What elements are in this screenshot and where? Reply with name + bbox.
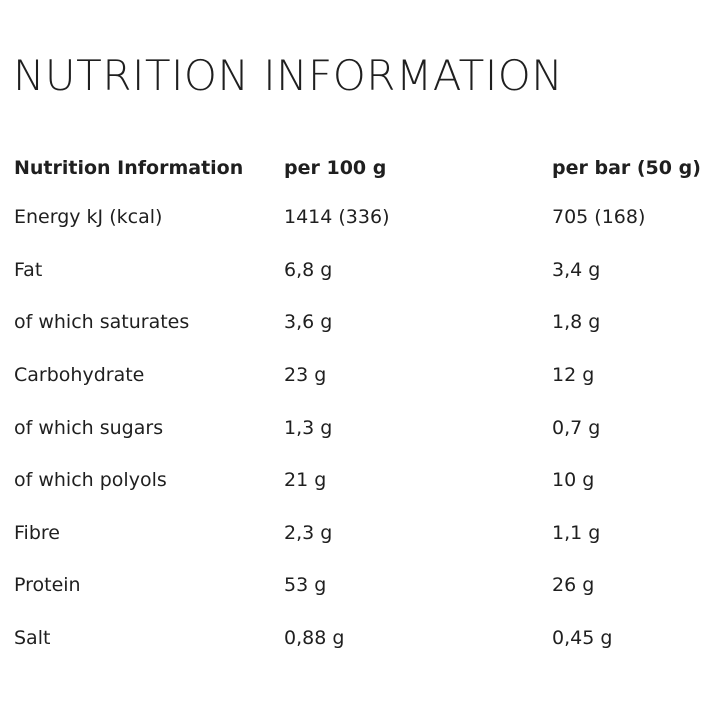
value-per-100g: 53 g: [284, 574, 327, 597]
value-per-100g: 1414 (336): [284, 206, 390, 229]
nutrient-name: of which sugars: [14, 416, 164, 439]
nutrient-name: Protein: [14, 574, 81, 597]
value-per-100g: 6,8 g: [284, 258, 333, 281]
nutrient-name: Salt: [14, 627, 51, 650]
value-per-100g: 2,3 g: [284, 521, 333, 544]
value-per-100g: 3,6 g: [284, 311, 333, 334]
value-per-bar: 1,8 g: [552, 311, 601, 334]
nutrient-name: Energy kJ (kcal): [14, 206, 163, 229]
value-per-bar: 3,4 g: [552, 258, 601, 281]
table-row: Protein 53 g 26 g: [14, 559, 704, 612]
nutrient-name: of which saturates: [14, 311, 190, 334]
table-row: Fat 6,8 g 3,4 g: [14, 244, 704, 297]
table-row: Energy kJ (kcal) 1414 (336) 705 (168): [14, 191, 704, 244]
nutrient-name: Fat: [14, 258, 43, 281]
table-row: of which sugars 1,3 g 0,7 g: [14, 401, 704, 454]
value-per-100g: 23 g: [284, 364, 327, 387]
value-per-100g: 21 g: [284, 469, 327, 492]
table-row: Fibre 2,3 g 1,1 g: [14, 507, 704, 560]
value-per-bar: 0,45 g: [552, 627, 613, 650]
value-per-bar: 26 g: [552, 574, 595, 597]
header-per-100g: per 100 g: [284, 157, 387, 179]
value-per-100g: 0,88 g: [284, 627, 345, 650]
page-title: NUTRITION INFORMATION: [13, 51, 564, 100]
table-row: Salt 0,88 g 0,45 g: [14, 612, 704, 665]
value-per-bar: 705 (168): [552, 206, 646, 229]
table-row: of which polyols 21 g 10 g: [14, 454, 704, 507]
value-per-bar: 10 g: [552, 469, 595, 492]
nutrient-name: of which polyols: [14, 469, 167, 492]
table-header-row: Nutrition Information per 100 g per bar …: [14, 155, 704, 191]
table-row: of which saturates 3,6 g 1,8 g: [14, 296, 704, 349]
header-per-bar: per bar (50 g): [552, 157, 701, 179]
nutrient-name: Fibre: [14, 521, 60, 544]
header-nutrient: Nutrition Information: [14, 157, 244, 179]
value-per-bar: 1,1 g: [552, 521, 601, 544]
value-per-100g: 1,3 g: [284, 416, 333, 439]
value-per-bar: 0,7 g: [552, 416, 601, 439]
nutrient-name: Carbohydrate: [14, 364, 145, 387]
table-row: Carbohydrate 23 g 12 g: [14, 349, 704, 402]
value-per-bar: 12 g: [552, 364, 595, 387]
nutrition-table: Nutrition Information per 100 g per bar …: [14, 155, 704, 664]
